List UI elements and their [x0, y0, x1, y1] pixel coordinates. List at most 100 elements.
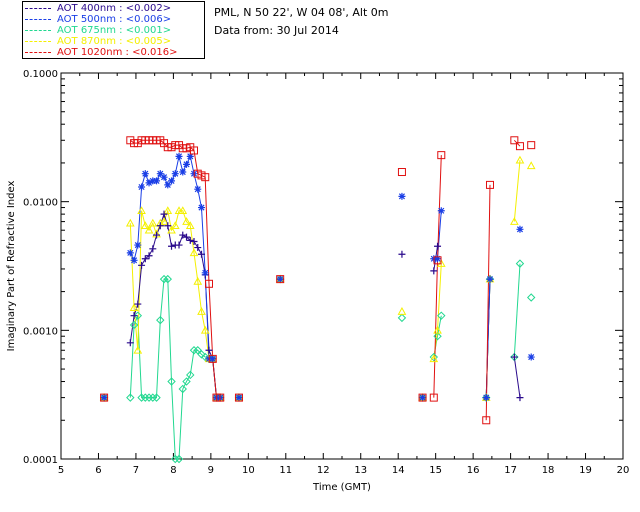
data-point-500nm: [168, 177, 176, 185]
data-point-1020nm: [482, 416, 491, 425]
data-point-400nm: [510, 353, 518, 361]
data-point-500nm: [130, 256, 138, 264]
data-point-500nm: [141, 170, 149, 178]
data-point-675nm: [148, 393, 158, 402]
data-point-1020nm: [485, 180, 494, 189]
data-point-400nm: [126, 339, 134, 347]
data-point-675nm: [167, 377, 176, 386]
data-point-675nm: [152, 393, 161, 402]
data-point-675nm: [126, 393, 135, 402]
data-point-870nm: [125, 218, 135, 227]
data-point-500nm: [149, 177, 157, 185]
data-point-870nm: [526, 161, 536, 170]
data-point-1020nm: [234, 393, 243, 402]
data-point-870nm: [167, 225, 176, 234]
data-point-870nm: [182, 217, 191, 225]
site-info: PML, N 50 22', W 04 08', Alt 0m: [214, 6, 389, 19]
data-point-400nm: [198, 250, 205, 258]
series-line-1020nm: [513, 139, 521, 147]
data-point-1020nm: [437, 151, 446, 160]
data-point-675nm: [397, 313, 407, 323]
legend-entry-1020nm: AOT 1020nm : <0.016>: [25, 47, 177, 58]
data-point-400nm: [190, 238, 198, 246]
x-tick-label: 12: [317, 465, 330, 476]
data-point-500nm: [186, 152, 194, 160]
data-point-870nm: [163, 206, 173, 215]
data-point-870nm: [436, 259, 446, 267]
data-point-500nm: [179, 168, 187, 176]
data-point-870nm: [397, 307, 407, 315]
legend-entry-500nm: AOT 500nm : <0.006>: [25, 14, 171, 25]
series-line-1020nm: [485, 184, 491, 421]
data-point-675nm: [526, 293, 536, 302]
legend: AOT 400nm : <0.002> AOT 500nm : <0.006> …: [22, 1, 205, 59]
data-point-500nm: [171, 170, 179, 178]
data-point-870nm: [178, 206, 188, 215]
data-point-675nm: [159, 274, 169, 284]
data-point-500nm: [145, 179, 153, 187]
x-tick-label: 10: [242, 465, 255, 476]
data-point-1020nm: [397, 168, 406, 177]
data-point-500nm: [183, 160, 191, 168]
x-tick-label: 6: [95, 465, 101, 476]
y-tick-label: 0.0010: [23, 326, 58, 337]
data-point-675nm: [193, 346, 202, 355]
data-point-1020nm: [190, 146, 199, 155]
x-tick-label: 13: [354, 465, 367, 476]
legend-swatch-400nm: [25, 7, 51, 9]
data-point-500nm: [100, 394, 108, 402]
x-tick-label: 20: [617, 465, 630, 476]
data-point-1020nm: [208, 354, 217, 363]
y-tick-label: 0.0100: [23, 198, 58, 209]
data-point-400nm: [186, 236, 194, 244]
data-point-500nm: [527, 353, 535, 361]
legend-swatch-870nm: [25, 40, 51, 42]
data-point-400nm: [138, 261, 146, 269]
data-point-870nm: [159, 217, 169, 225]
data-point-1020nm: [510, 136, 519, 145]
data-point-500nm: [276, 275, 284, 283]
data-point-1020nm: [429, 393, 438, 402]
data-point-675nm: [182, 377, 191, 386]
x-tick-label: 5: [58, 465, 64, 476]
data-point-675nm: [433, 332, 442, 341]
data-point-500nm: [482, 394, 490, 402]
data-point-675nm: [437, 311, 446, 320]
data-point-500nm: [201, 269, 209, 277]
data-point-400nm: [164, 222, 172, 230]
legend-label-1020nm: AOT 1020nm : <0.016>: [57, 47, 178, 58]
data-point-400nm: [153, 231, 161, 239]
data-point-870nm: [137, 206, 146, 215]
data-point-870nm: [185, 221, 195, 230]
data-point-400nm: [130, 312, 138, 320]
data-point-500nm: [516, 225, 524, 233]
data-point-500nm: [419, 394, 427, 402]
data-point-400nm: [141, 255, 149, 263]
data-point-1020nm: [515, 142, 524, 151]
data-point-400nm: [516, 394, 524, 402]
data-point-675nm: [510, 352, 519, 362]
data-point-675nm: [156, 315, 165, 325]
series-line-870nm: [513, 160, 521, 222]
x-tick-label: 17: [504, 465, 517, 476]
data-point-870nm: [197, 307, 206, 315]
data-point-870nm: [433, 325, 442, 334]
data-point-500nm: [134, 241, 142, 249]
data-point-870nm: [193, 276, 203, 285]
data-point-400nm: [398, 250, 406, 258]
data-point-870nm: [515, 155, 525, 164]
data-point-1020nm: [433, 256, 442, 265]
legend-entry-400nm: AOT 400nm : <0.002>: [25, 3, 171, 14]
data-point-500nm: [160, 173, 168, 181]
data-point-675nm: [133, 311, 143, 320]
data-point-400nm: [175, 241, 183, 249]
series-line-870nm: [129, 208, 221, 399]
data-point-500nm: [156, 170, 164, 178]
x-tick-label: 7: [133, 465, 139, 476]
data-point-1020nm: [276, 275, 285, 284]
legend-entry-870nm: AOT 870nm : <0.005>: [25, 36, 171, 47]
data-point-870nm: [144, 225, 154, 234]
data-point-1020nm: [204, 279, 213, 288]
data-point-675nm: [201, 352, 210, 362]
